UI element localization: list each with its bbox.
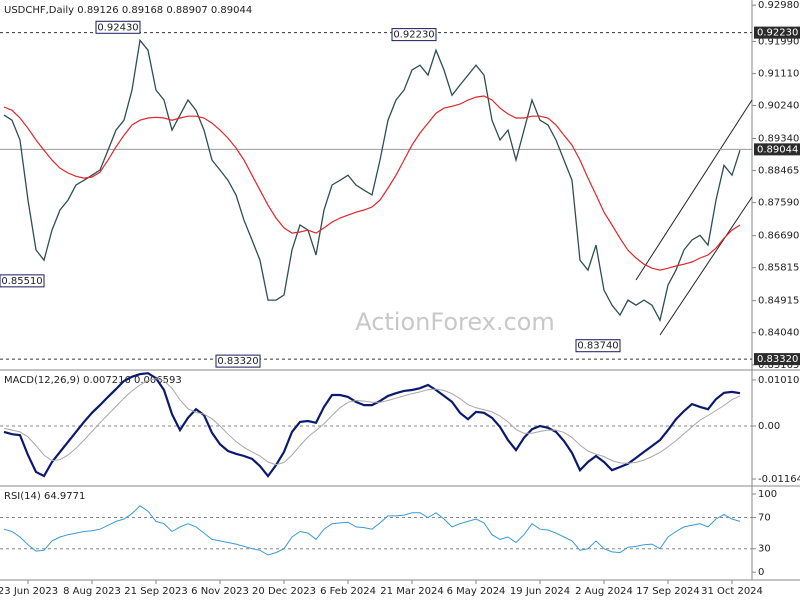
y-tick-label: 0.83165	[758, 360, 799, 371]
y-tick-label: 70	[758, 512, 771, 523]
panel-title: RSI(14) 64.9771	[4, 491, 85, 502]
y-tick-label: 0.84040	[758, 328, 799, 339]
annotation-box	[575, 339, 621, 353]
level-label: 0.92230	[757, 28, 798, 39]
level-tag	[754, 353, 800, 366]
chart-title: USDCHF,Daily 0.89126 0.89168 0.88907 0.8…	[4, 5, 252, 16]
x-tick-label: 2 Aug 2024	[575, 586, 633, 597]
annotation-label: 0.83320	[217, 356, 258, 367]
series-line	[3, 372, 741, 478]
y-tick-label: 0.86690	[758, 231, 799, 242]
y-tick-label: 0.010101	[758, 375, 800, 386]
annotation-box	[215, 354, 261, 368]
y-tick-label: 0.89340	[758, 134, 799, 145]
annotation-box	[391, 28, 437, 42]
annotation-label: 0.92230	[393, 30, 434, 41]
y-tick-label: 0.00	[758, 421, 780, 432]
series-line	[3, 38, 741, 323]
y-tick-label: 100	[758, 489, 777, 500]
x-tick-label: 21 Mar 2024	[380, 586, 443, 597]
y-tick-label: 0.88465	[758, 166, 799, 177]
annotation-label: 0.85510	[1, 276, 42, 287]
x-tick-label: 19 Jun 2024	[510, 586, 570, 597]
y-tick-label: 0	[758, 567, 764, 578]
x-tick-label: 21 Sep 2023	[124, 586, 187, 597]
x-tick-label: 8 Aug 2023	[63, 586, 121, 597]
annotation-label: 0.83740	[577, 341, 618, 352]
y-tick-label: 30	[758, 544, 771, 555]
y-tick-label: 0.92980	[758, 0, 799, 11]
annotation-label: 0.92430	[97, 22, 138, 33]
level-tag	[754, 26, 800, 39]
y-tick-label: 0.87590	[758, 198, 799, 209]
y-tick-label: 0.90240	[758, 101, 799, 112]
channel-line	[659, 196, 753, 336]
x-tick-label: 20 Dec 2023	[252, 586, 316, 597]
x-tick-label: 6 May 2024	[447, 586, 506, 597]
level-label: 0.83320	[757, 354, 798, 365]
y-tick-label: 0.85815	[758, 263, 799, 274]
level-label: 0.89044	[757, 144, 798, 155]
x-tick-label: 6 Feb 2024	[320, 586, 376, 597]
x-tick-label: 31 Oct 2024	[701, 586, 763, 597]
y-tick-label: -0.011645	[758, 474, 800, 485]
panel-title: MACD(12,26,9) 0.007216 0.006593	[4, 375, 182, 386]
series-line	[3, 505, 741, 556]
annotation-box	[95, 20, 141, 34]
y-tick-label: 0.91990	[758, 36, 799, 47]
level-tag	[754, 143, 800, 156]
watermark: ActionForex.com	[355, 308, 555, 336]
y-tick-label: 0.91110	[758, 69, 799, 80]
series-line	[3, 95, 741, 271]
y-tick-label: 0.84915	[758, 296, 799, 307]
x-tick-label: 6 Nov 2023	[191, 586, 249, 597]
x-tick-label: 17 Sep 2024	[636, 586, 699, 597]
channel-line	[635, 99, 753, 281]
x-tick-label: 23 Jun 2023	[0, 586, 58, 597]
series-line	[3, 378, 741, 466]
annotation-box	[0, 274, 45, 288]
